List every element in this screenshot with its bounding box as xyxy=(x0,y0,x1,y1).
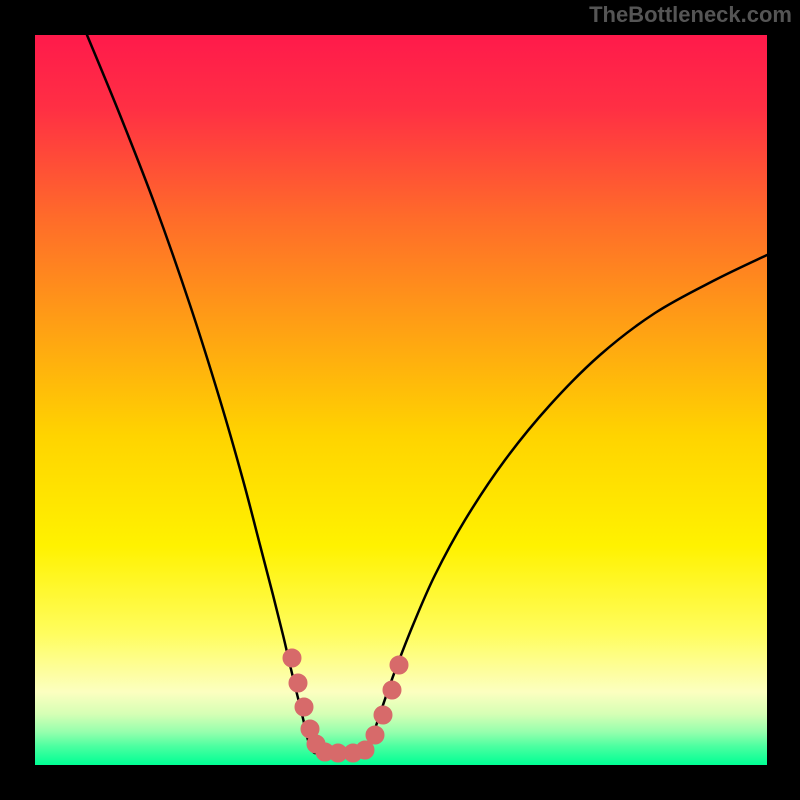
marker-left xyxy=(283,649,301,667)
marker-left xyxy=(295,698,313,716)
marker-right xyxy=(374,706,392,724)
plot-area xyxy=(35,35,767,765)
marker-left xyxy=(289,674,307,692)
chart-frame: TheBottleneck.com xyxy=(0,0,800,800)
marker-right xyxy=(383,681,401,699)
marker-right xyxy=(366,726,384,744)
watermark-text: TheBottleneck.com xyxy=(589,2,792,28)
marker-right xyxy=(390,656,408,674)
chart-svg xyxy=(35,35,767,765)
